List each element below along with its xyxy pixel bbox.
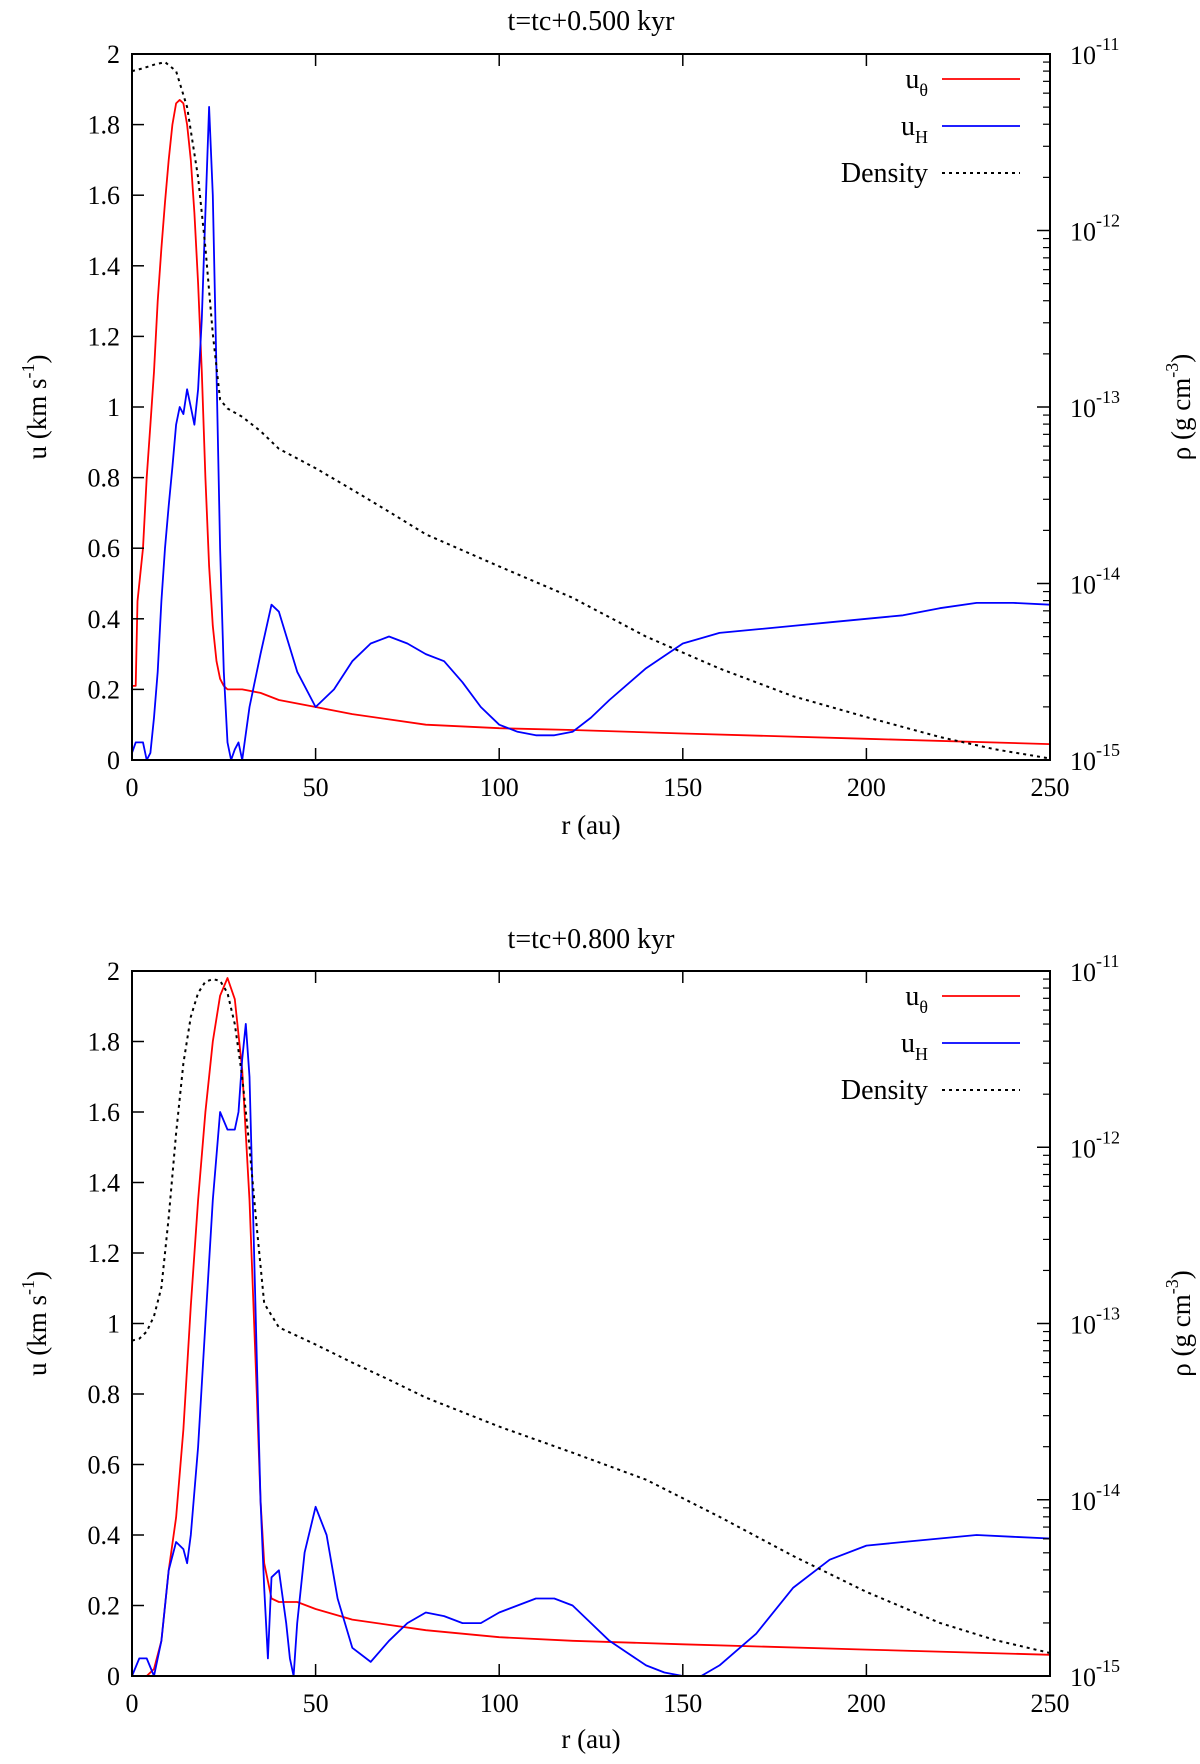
legend-label: uH (901, 1028, 928, 1064)
y-tick-label: 0.4 (88, 1521, 121, 1550)
y-tick-label: 1.8 (88, 1028, 121, 1057)
y2-axis-label: ρ (g cm-3) (1162, 1270, 1196, 1376)
x-axis-label: r (au) (561, 810, 620, 840)
y2-tick-label: 10-13 (1070, 1304, 1120, 1340)
y-tick-label: 0.6 (88, 1451, 121, 1480)
series-line-u-h (131, 106, 1051, 761)
y2-tick-label: 10-15 (1070, 740, 1120, 776)
series-line-density (131, 61, 1051, 760)
y2-tick-label: 10-12 (1070, 211, 1120, 247)
y2-tick-label: 10-12 (1070, 1127, 1120, 1163)
x-tick-label: 150 (663, 773, 702, 802)
y-tick-label: 1.2 (88, 1239, 121, 1268)
chart-panel-2: t=tc+0.800 kyr 0 50 100 150 200 250 0 0.2 0.4 0.6 0… (18, 924, 1196, 1754)
y2-tick-label: 10-11 (1070, 34, 1119, 70)
y2-tick-label: 10-11 (1070, 951, 1119, 987)
y-tick-label: 1.8 (88, 111, 121, 140)
series-line-u-theta (132, 99, 1051, 745)
y-tick-label: 0 (107, 746, 120, 775)
y-tick-label: 0.4 (88, 605, 121, 634)
y-tick-label: 1.6 (88, 181, 121, 210)
y2-axis-label: ρ (g cm-3) (1162, 354, 1196, 460)
x-tick-label: 0 (126, 773, 139, 802)
series-line-u-h (131, 1023, 1051, 1677)
y-axis-label: u (km s-1) (18, 1271, 52, 1376)
x-tick-label: 100 (480, 773, 519, 802)
x-tick-label: 0 (126, 1689, 139, 1718)
x-tick-label: 200 (847, 1689, 886, 1718)
x-tick-label: 200 (847, 773, 886, 802)
y-axis-label: u (km s-1) (18, 355, 52, 460)
legend-label: uθ (905, 64, 928, 100)
x-tick-label: 250 (1031, 1689, 1070, 1718)
y-tick-label: 1 (107, 393, 120, 422)
series-line-density (131, 978, 1051, 1654)
chart-panel-1: t=tc+0.500 kyr 0 50 100 150 200 250 0 0.2 0.4 0.6 0… (18, 6, 1196, 840)
legend-label: uθ (905, 981, 928, 1017)
y-tick-label: 2 (107, 957, 120, 986)
chart-title: t=tc+0.800 kyr (508, 924, 676, 955)
y-tick-label: 1.4 (88, 1169, 121, 1198)
y-tick-label: 0.8 (88, 464, 121, 493)
y-tick-label: 1.2 (88, 322, 121, 351)
y-tick-label: 2 (107, 40, 120, 69)
y2-tick-label: 10-14 (1070, 1480, 1120, 1516)
x-tick-label: 250 (1031, 773, 1070, 802)
y-tick-label: 0 (107, 1662, 120, 1691)
y-tick-label: 0.6 (88, 534, 121, 563)
x-axis-label: r (au) (561, 1724, 620, 1754)
x-tick-label: 100 (480, 1689, 519, 1718)
x-tick-label: 50 (303, 773, 329, 802)
y-tick-label: 0.8 (88, 1380, 121, 1409)
y-tick-label: 0.2 (88, 675, 121, 704)
x-tick-label: 50 (303, 1689, 329, 1718)
y-tick-label: 0.2 (88, 1592, 121, 1621)
chart-title: t=tc+0.500 kyr (508, 6, 676, 37)
y-tick-label: 1.4 (88, 252, 121, 281)
y-tick-label: 1 (107, 1310, 120, 1339)
y-tick-label: 1.6 (88, 1098, 121, 1127)
legend-label: uH (901, 111, 928, 147)
legend-label: Density (841, 1075, 928, 1106)
x-tick-label: 150 (663, 1689, 702, 1718)
y2-tick-label: 10-14 (1070, 564, 1120, 600)
legend-label: Density (841, 158, 928, 189)
y2-tick-label: 10-13 (1070, 387, 1120, 423)
y2-tick-label: 10-15 (1070, 1656, 1120, 1692)
